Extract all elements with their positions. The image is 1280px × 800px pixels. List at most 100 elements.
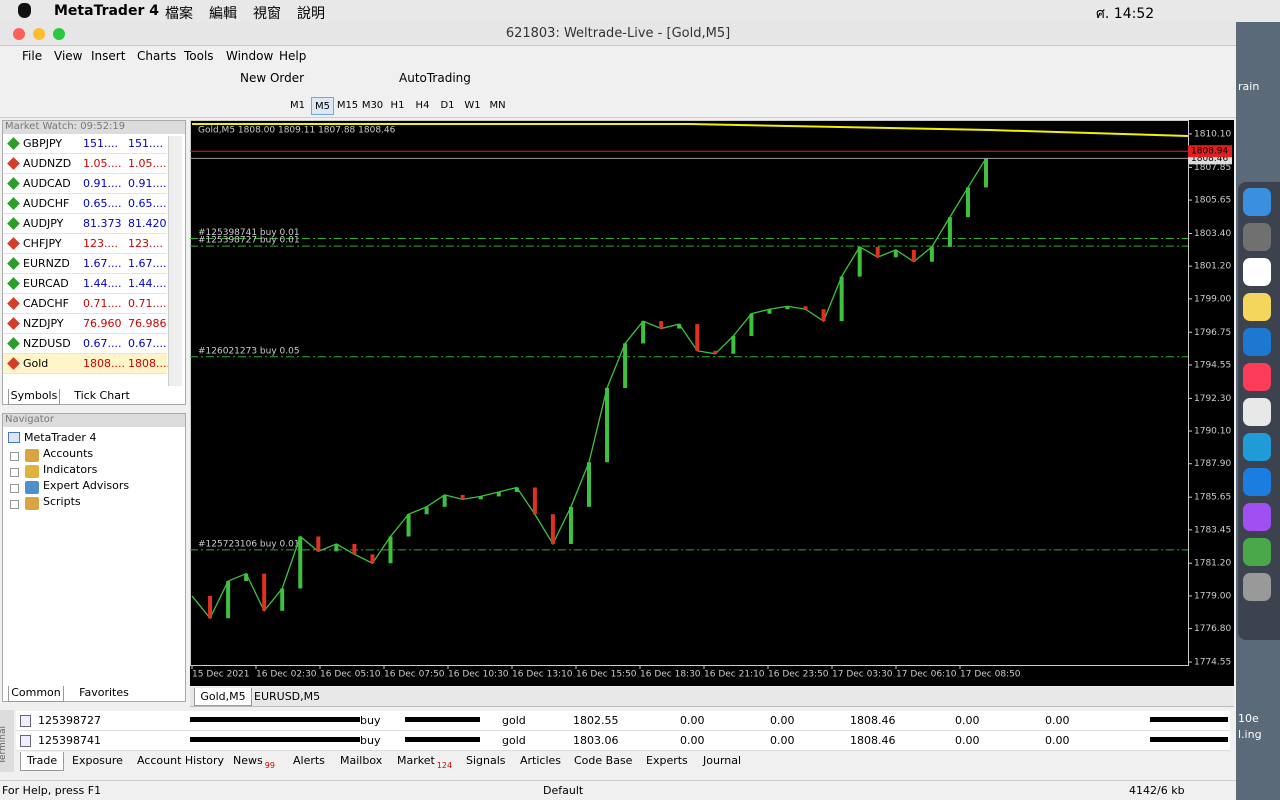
dock-icon[interactable] bbox=[1243, 188, 1271, 216]
tree-expander[interactable] bbox=[10, 484, 19, 493]
autotrading-button[interactable]: AutoTrading bbox=[399, 71, 471, 85]
terminal-tab[interactable]: Journal bbox=[703, 754, 742, 767]
tree-expander[interactable] bbox=[10, 468, 19, 477]
trade-row[interactable] bbox=[16, 731, 1230, 751]
menu-item[interactable]: Charts bbox=[137, 49, 177, 63]
mac-menu-item[interactable]: 視窗 bbox=[253, 6, 281, 22]
market-watch-title: Market Watch: 09:52:19 bbox=[3, 121, 185, 134]
tree-expander[interactable] bbox=[10, 452, 19, 461]
timeframe-button[interactable]: W1 bbox=[464, 100, 481, 111]
quote-row[interactable] bbox=[3, 274, 167, 294]
terminal-tab[interactable]: Mailbox bbox=[340, 754, 383, 767]
quote-row[interactable] bbox=[3, 334, 167, 354]
terminal-tab[interactable]: Signals bbox=[466, 754, 506, 767]
menu-item[interactable]: Tools bbox=[184, 49, 214, 63]
dock-icon[interactable] bbox=[1243, 503, 1271, 531]
terminal-tab[interactable]: News 99 bbox=[233, 754, 275, 770]
dock-icon[interactable] bbox=[1243, 258, 1271, 286]
dock-icon[interactable] bbox=[1243, 328, 1271, 356]
chart-tab[interactable]: Gold,M5 bbox=[194, 688, 252, 706]
quote-row[interactable] bbox=[3, 234, 167, 254]
quote-row[interactable] bbox=[3, 294, 167, 314]
terminal-tab[interactable]: Exposure bbox=[72, 754, 123, 767]
quote-row[interactable] bbox=[3, 314, 167, 334]
tree-item[interactable]: Expert Advisors bbox=[43, 479, 130, 492]
new-order-button[interactable]: New Order bbox=[240, 71, 305, 85]
quote-row[interactable] bbox=[3, 194, 167, 214]
panel-tab[interactable]: Common bbox=[8, 686, 64, 702]
dock-icon[interactable] bbox=[1243, 223, 1271, 251]
menu-item[interactable]: Help bbox=[279, 49, 307, 63]
trade-row[interactable] bbox=[16, 711, 1230, 731]
menu-item[interactable]: View bbox=[54, 49, 83, 63]
dock-icon[interactable] bbox=[1243, 573, 1271, 601]
candle bbox=[839, 276, 844, 322]
tree-expander[interactable] bbox=[10, 500, 19, 509]
trade-swap: 0.00 bbox=[1045, 714, 1070, 727]
dock-icon[interactable] bbox=[1243, 293, 1271, 321]
bid: 123.... bbox=[83, 237, 118, 250]
tree-item[interactable]: Indicators bbox=[43, 463, 98, 476]
tree-item[interactable]: Scripts bbox=[43, 495, 81, 508]
quote-row[interactable] bbox=[3, 134, 167, 154]
symbol: EURCAD bbox=[23, 277, 69, 290]
terminal-tab[interactable]: Articles bbox=[520, 754, 562, 767]
x-tick-label: 15 Dec 2021 bbox=[192, 670, 250, 680]
redaction bbox=[190, 737, 360, 742]
x-tick-label: 16 Dec 07:50 bbox=[384, 670, 445, 680]
quote-row[interactable] bbox=[3, 174, 167, 194]
menu-item[interactable]: Window bbox=[226, 49, 274, 63]
timeframe-button[interactable]: M5 bbox=[311, 97, 334, 115]
window-button[interactable] bbox=[53, 28, 65, 40]
menu-item[interactable]: Insert bbox=[91, 49, 126, 63]
y-tick-label: 1787.90 bbox=[1194, 459, 1231, 469]
panel-tab[interactable]: Favorites bbox=[79, 686, 129, 699]
mac-menu-item[interactable]: 編輯 bbox=[209, 6, 237, 22]
panel-tab[interactable]: Symbols bbox=[8, 389, 60, 405]
tree-item[interactable]: Accounts bbox=[43, 447, 94, 460]
trade-swap: 0.00 bbox=[1045, 734, 1070, 747]
menu-item[interactable]: File bbox=[22, 49, 43, 63]
quote-row[interactable] bbox=[3, 354, 167, 374]
terminal-tab[interactable]: Account History bbox=[137, 754, 225, 767]
candle bbox=[208, 595, 213, 619]
window-button[interactable] bbox=[13, 28, 25, 40]
mac-menu-item[interactable]: 說明 bbox=[297, 6, 325, 22]
quote-row[interactable] bbox=[3, 154, 167, 174]
terminal-side-label: Terminal bbox=[0, 725, 9, 765]
timeframe-button[interactable]: M30 bbox=[361, 100, 384, 111]
terminal-tab[interactable]: Experts bbox=[646, 754, 688, 767]
terminal-tab[interactable]: Alerts bbox=[293, 754, 325, 767]
timeframe-button[interactable]: MN bbox=[489, 100, 506, 111]
mac-menu-item[interactable]: 檔案 bbox=[165, 6, 193, 22]
terminal-tab[interactable]: Trade bbox=[20, 752, 65, 771]
dock-icon[interactable] bbox=[1243, 363, 1271, 391]
timeframe-button[interactable]: M1 bbox=[290, 100, 305, 111]
y-tick-label: 1801.20 bbox=[1194, 262, 1231, 272]
quote-row[interactable] bbox=[3, 214, 167, 234]
dock-icon[interactable] bbox=[1243, 468, 1271, 496]
trade-icon bbox=[20, 715, 31, 727]
ask-label: 1808.94 bbox=[1191, 147, 1228, 157]
chart-tab[interactable]: EURUSD,M5 bbox=[254, 690, 321, 703]
dock-icon[interactable] bbox=[1243, 433, 1271, 461]
candle bbox=[731, 335, 736, 354]
order-label: #126021273 buy 0.05 bbox=[198, 346, 300, 356]
tree-root[interactable]: MetaTrader 4 bbox=[24, 431, 97, 444]
candle bbox=[785, 306, 790, 310]
terminal-tab[interactable]: Market 124 bbox=[397, 754, 453, 770]
timeframe-button[interactable]: H4 bbox=[415, 100, 430, 111]
y-tick-label: 1792.30 bbox=[1194, 394, 1231, 404]
terminal-tab[interactable]: Code Base bbox=[574, 754, 633, 767]
symbol: NZDUSD bbox=[23, 337, 71, 350]
window-button[interactable] bbox=[33, 28, 45, 40]
symbol: CHFJPY bbox=[23, 237, 62, 250]
dock-icon[interactable] bbox=[1243, 538, 1271, 566]
desktop-text: 10e bbox=[1238, 712, 1259, 725]
quote-row[interactable] bbox=[3, 254, 167, 274]
timeframe-button[interactable]: H1 bbox=[390, 100, 405, 111]
dock-icon[interactable] bbox=[1243, 398, 1271, 426]
panel-tab[interactable]: Tick Chart bbox=[74, 389, 130, 402]
timeframe-button[interactable]: M15 bbox=[336, 100, 359, 111]
timeframe-button[interactable]: D1 bbox=[440, 100, 455, 111]
